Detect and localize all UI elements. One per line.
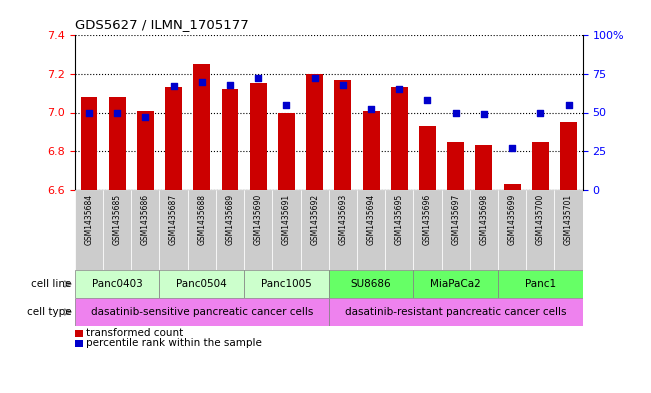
Point (338, 81, 348, 88)
Text: transformed count: transformed count (86, 329, 183, 338)
Text: GSM1435686: GSM1435686 (141, 194, 150, 245)
Bar (560, 122, 577, 190)
Bar (216, 190, 244, 270)
Text: GSM1435695: GSM1435695 (395, 194, 404, 245)
Text: GSM1435690: GSM1435690 (254, 194, 263, 245)
Point (535, 109, 546, 116)
Bar (244, 270, 329, 298)
Bar (159, 270, 244, 298)
Point (507, 145, 518, 151)
Text: GSM1435697: GSM1435697 (451, 194, 460, 245)
Bar (498, 190, 526, 270)
Text: Panc0403: Panc0403 (92, 279, 143, 289)
Bar (357, 190, 385, 270)
Text: GSM1435699: GSM1435699 (508, 194, 517, 245)
Bar (165, 87, 182, 190)
Bar (109, 97, 126, 190)
Text: cell type: cell type (27, 307, 72, 317)
Text: GSM1435688: GSM1435688 (197, 194, 206, 245)
Bar (532, 141, 549, 190)
Point (197, 78, 207, 84)
Point (478, 111, 489, 117)
Text: GSM1435689: GSM1435689 (225, 194, 234, 245)
Bar (363, 110, 380, 190)
Bar (385, 190, 413, 270)
Point (422, 97, 433, 103)
Bar (250, 83, 267, 190)
Bar (391, 87, 408, 190)
Text: GSM1435694: GSM1435694 (367, 194, 376, 245)
Text: GSM1435684: GSM1435684 (85, 194, 94, 245)
Point (366, 106, 376, 112)
Text: GSM1435687: GSM1435687 (169, 194, 178, 245)
Bar (221, 89, 238, 190)
Bar (329, 270, 413, 298)
Bar (103, 190, 132, 270)
Bar (244, 190, 272, 270)
Point (112, 109, 122, 116)
Text: GSM1435700: GSM1435700 (536, 194, 545, 245)
Bar (441, 190, 470, 270)
Bar (306, 74, 323, 190)
Point (450, 109, 461, 116)
Bar (475, 145, 492, 190)
Point (309, 75, 320, 81)
Bar (555, 190, 583, 270)
Point (225, 81, 235, 88)
Point (563, 102, 574, 108)
Bar (132, 190, 159, 270)
Bar (447, 141, 464, 190)
Bar (278, 112, 295, 190)
Bar (75, 298, 329, 326)
Bar (335, 79, 352, 190)
Text: GSM1435696: GSM1435696 (423, 194, 432, 245)
Bar (526, 190, 555, 270)
Text: SU8686: SU8686 (351, 279, 391, 289)
Bar (75, 190, 103, 270)
Text: GSM1435685: GSM1435685 (113, 194, 122, 245)
Text: dasatinib-sensitive pancreatic cancer cells: dasatinib-sensitive pancreatic cancer ce… (90, 307, 313, 317)
Bar (193, 64, 210, 190)
Bar (413, 190, 441, 270)
Text: Panc1: Panc1 (525, 279, 556, 289)
Point (140, 114, 150, 120)
Bar (470, 190, 498, 270)
Bar (329, 298, 583, 326)
Bar (301, 190, 329, 270)
Text: GSM1435701: GSM1435701 (564, 194, 573, 245)
Bar (159, 190, 187, 270)
Bar (187, 190, 216, 270)
Text: cell line: cell line (31, 279, 72, 289)
Text: GDS5627 / ILMN_1705177: GDS5627 / ILMN_1705177 (75, 18, 249, 31)
Point (253, 75, 264, 81)
Bar (498, 270, 583, 298)
Point (281, 102, 292, 108)
Text: Panc1005: Panc1005 (261, 279, 312, 289)
Point (84, 109, 94, 116)
Bar (137, 110, 154, 190)
Point (394, 86, 404, 92)
Bar (329, 190, 357, 270)
Bar (81, 97, 98, 190)
Bar (413, 270, 498, 298)
Bar (504, 184, 521, 190)
Point (169, 83, 179, 89)
Text: percentile rank within the sample: percentile rank within the sample (86, 338, 262, 348)
Bar (272, 190, 301, 270)
Text: GSM1435691: GSM1435691 (282, 194, 291, 245)
Text: Panc0504: Panc0504 (176, 279, 227, 289)
Text: GSM1435692: GSM1435692 (310, 194, 319, 245)
Bar (419, 126, 436, 190)
Text: GSM1435698: GSM1435698 (479, 194, 488, 245)
Bar (75, 270, 159, 298)
Text: dasatinib-resistant pancreatic cancer cells: dasatinib-resistant pancreatic cancer ce… (345, 307, 566, 317)
Text: GSM1435693: GSM1435693 (339, 194, 348, 245)
Text: MiaPaCa2: MiaPaCa2 (430, 279, 481, 289)
